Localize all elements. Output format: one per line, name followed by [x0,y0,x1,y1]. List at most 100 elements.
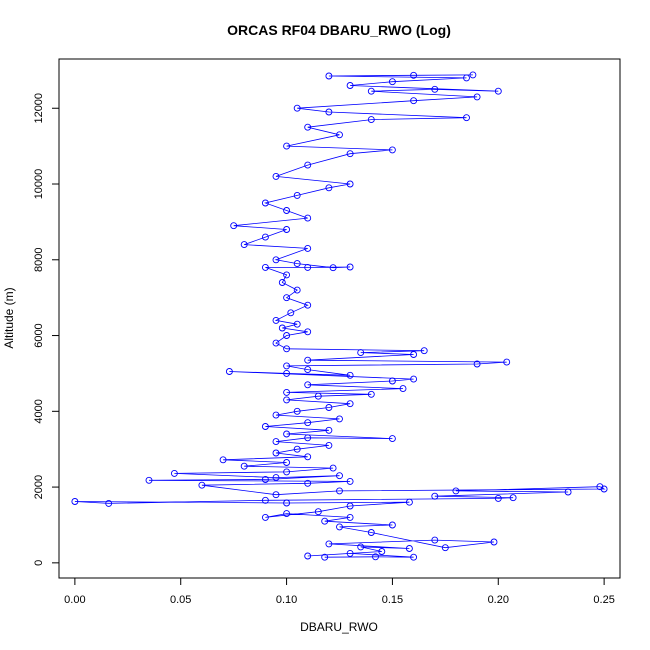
data-point [283,345,291,353]
data-point [596,483,604,491]
data-point [346,371,354,379]
data-point [293,445,301,453]
data-point [321,517,329,525]
data-point [564,488,572,496]
data-point [463,74,470,82]
x-tick-label: 0.25 [593,594,614,606]
data-point [272,438,280,446]
data-point [304,419,312,427]
data-point [346,400,354,408]
data-point [357,349,365,357]
data-point [283,207,291,214]
data-point [304,244,312,252]
data-point [388,521,396,529]
data-point [272,172,280,180]
data-point [346,502,354,510]
data-point [198,481,206,489]
data-point [410,553,418,561]
data-point [283,468,291,476]
data-point [283,396,291,404]
data-point [410,97,418,105]
data-point [410,375,418,383]
data-point [283,142,291,150]
data-point [272,339,280,347]
data-point [304,479,312,487]
data-point [509,494,517,502]
data-point [240,241,248,249]
data-point [304,434,312,442]
data-point [336,131,343,139]
data-point [405,498,413,506]
data-point [473,360,481,368]
data-point [283,430,291,438]
y-tick-label: 6000 [33,323,45,347]
data-point [441,544,449,552]
data-point [293,407,301,415]
data-point [346,263,354,271]
data-point [304,366,312,374]
data-point [321,553,329,561]
data-point [452,487,460,495]
data-point [431,492,439,500]
data-point [283,362,291,370]
data-point [336,487,343,495]
y-tick-label: 8000 [33,248,45,272]
data-point [304,301,312,309]
x-axis-label: DBARU_RWO [300,620,378,634]
data-point [600,485,608,493]
data-point [272,474,280,482]
data-point [230,222,238,230]
data-point [293,260,301,268]
data-point [304,453,312,461]
data-point [410,71,418,79]
data-point [293,320,301,328]
data-point [388,146,396,154]
data-point [325,72,333,80]
data-point [261,496,269,504]
data-point [367,529,375,536]
data-point [283,388,291,396]
chart-title: ORCAS RF04 DBARU_RWO (Log) [227,22,451,38]
data-point [473,93,481,101]
data-point [261,263,269,271]
data-point [367,116,375,124]
data-point [219,456,227,464]
data-point [71,498,79,505]
plot-frame [58,58,621,579]
data-point [278,279,286,286]
y-tick-label: 0 [33,560,45,566]
data-point [283,459,291,466]
data-point [346,549,354,557]
x-axis: 0.00 0.05 0.10 0.15 0.20 0.25 [64,578,615,606]
data-point [388,377,396,385]
data-point [304,381,312,389]
data-point [346,82,354,89]
data-point [503,358,511,366]
data-point [490,538,498,546]
data-point [304,263,312,271]
data-point [346,477,354,485]
data-point [293,286,301,294]
data-point [372,553,379,561]
data-point [378,548,386,555]
data-point [304,356,312,364]
data-point [431,85,439,93]
x-tick-label: 0.15 [382,594,403,606]
data-point [283,499,291,507]
data-point [494,494,502,502]
y-axis: 0 2000 4000 6000 8000 10000 12000 [33,93,59,566]
data-point [272,316,280,324]
data-point [261,199,269,207]
data-point [283,510,291,518]
data-point [283,271,291,279]
y-tick-label: 4000 [33,399,45,423]
data-point [399,385,407,393]
y-tick-label: 10000 [33,169,45,200]
data-point [325,184,333,192]
data-point [170,469,178,477]
data-point [293,104,301,112]
data-point [469,71,477,79]
y-tick-label: 12000 [33,93,45,124]
data-point [272,449,280,457]
data-point [145,476,153,484]
